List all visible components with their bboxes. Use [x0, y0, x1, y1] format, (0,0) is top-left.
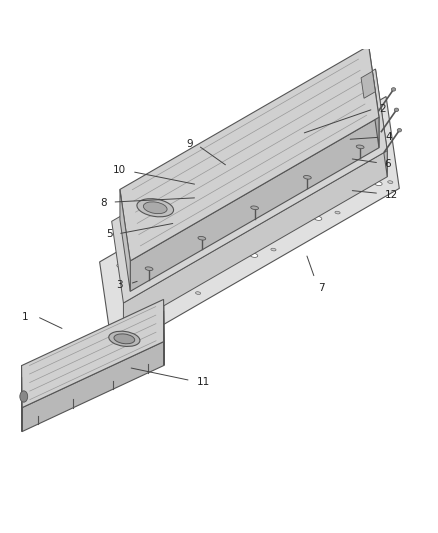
- Text: 7: 7: [318, 282, 325, 293]
- Ellipse shape: [366, 120, 373, 124]
- Ellipse shape: [388, 181, 393, 183]
- Polygon shape: [369, 46, 379, 148]
- Ellipse shape: [208, 215, 250, 235]
- Ellipse shape: [145, 314, 152, 318]
- Ellipse shape: [109, 331, 140, 346]
- Text: 5: 5: [106, 229, 113, 239]
- Text: 9: 9: [186, 139, 193, 149]
- Ellipse shape: [114, 334, 135, 344]
- Polygon shape: [120, 46, 379, 261]
- Text: 3: 3: [117, 280, 123, 290]
- Ellipse shape: [322, 115, 328, 118]
- Text: 11: 11: [196, 377, 210, 387]
- Polygon shape: [375, 69, 387, 177]
- Polygon shape: [130, 117, 379, 292]
- Ellipse shape: [198, 237, 206, 240]
- Text: 2: 2: [379, 104, 386, 114]
- Polygon shape: [22, 342, 164, 432]
- Text: 8: 8: [100, 198, 107, 208]
- Ellipse shape: [277, 141, 282, 144]
- Ellipse shape: [145, 267, 153, 271]
- Ellipse shape: [304, 175, 311, 179]
- Text: 12: 12: [385, 190, 398, 200]
- Ellipse shape: [126, 325, 134, 329]
- Polygon shape: [99, 96, 399, 354]
- Ellipse shape: [139, 325, 144, 327]
- Ellipse shape: [145, 252, 186, 271]
- Ellipse shape: [273, 179, 314, 198]
- Ellipse shape: [241, 192, 249, 196]
- Polygon shape: [21, 300, 164, 408]
- Polygon shape: [120, 189, 130, 292]
- Ellipse shape: [333, 143, 374, 163]
- Ellipse shape: [391, 87, 396, 91]
- Ellipse shape: [135, 279, 142, 284]
- Ellipse shape: [143, 202, 167, 214]
- Ellipse shape: [251, 206, 258, 209]
- Ellipse shape: [250, 253, 258, 257]
- Ellipse shape: [305, 155, 313, 159]
- Ellipse shape: [397, 128, 402, 132]
- Ellipse shape: [131, 277, 145, 286]
- Text: 4: 4: [385, 132, 392, 142]
- Ellipse shape: [228, 169, 233, 172]
- Polygon shape: [361, 71, 375, 98]
- Ellipse shape: [117, 337, 121, 340]
- Ellipse shape: [271, 248, 276, 251]
- Ellipse shape: [20, 391, 28, 402]
- Ellipse shape: [136, 253, 143, 257]
- Text: 10: 10: [113, 165, 126, 175]
- Ellipse shape: [195, 292, 201, 294]
- Ellipse shape: [335, 211, 340, 214]
- Ellipse shape: [117, 264, 124, 268]
- Text: 6: 6: [385, 159, 391, 169]
- Ellipse shape: [356, 145, 364, 149]
- Ellipse shape: [394, 108, 399, 111]
- Polygon shape: [124, 151, 387, 329]
- Ellipse shape: [137, 199, 173, 217]
- Text: 1: 1: [22, 312, 28, 321]
- Ellipse shape: [314, 216, 322, 220]
- Ellipse shape: [374, 182, 382, 185]
- Polygon shape: [112, 69, 387, 303]
